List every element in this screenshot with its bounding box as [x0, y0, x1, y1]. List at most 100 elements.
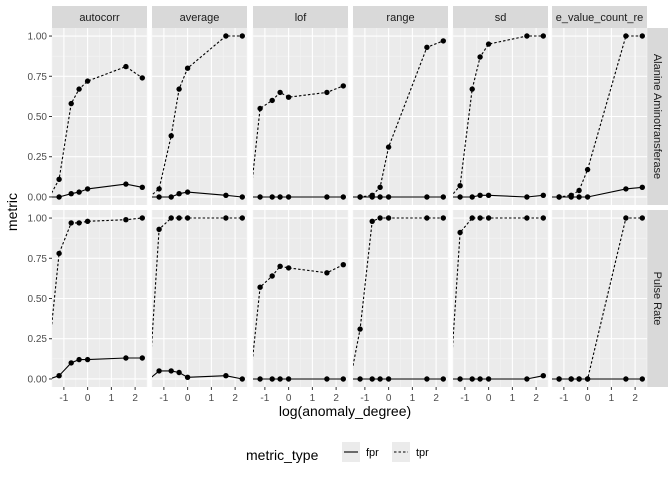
x-tick-label: -1: [59, 393, 68, 404]
data-point-tpr: [584, 166, 591, 173]
data-point-fpr: [377, 194, 383, 200]
data-point-tpr: [76, 220, 82, 226]
data-point-tpr: [568, 376, 574, 382]
data-point-tpr: [440, 38, 446, 44]
data-point-fpr: [340, 376, 346, 382]
data-point-tpr: [184, 215, 191, 221]
data-point-tpr: [469, 215, 475, 221]
data-point-tpr: [584, 376, 591, 382]
data-point-fpr: [139, 184, 145, 190]
data-point-tpr: [223, 33, 229, 39]
data-point-fpr: [385, 376, 392, 382]
data-point-tpr: [576, 187, 582, 194]
data-point-tpr: [56, 176, 62, 182]
x-tick-label: 1: [109, 393, 115, 404]
data-point-fpr: [84, 356, 91, 363]
data-point-fpr: [457, 194, 463, 200]
data-point-fpr: [469, 376, 475, 382]
data-point-fpr: [239, 376, 245, 382]
x-tick-label: 0: [185, 393, 191, 404]
data-point-tpr: [277, 263, 283, 269]
data-point-fpr: [639, 184, 645, 190]
data-point-tpr: [68, 100, 74, 107]
x-tick-label: 0: [486, 393, 492, 404]
data-point-tpr: [139, 75, 145, 81]
data-point-tpr: [176, 86, 182, 92]
legend-label-tpr: tpr: [416, 447, 429, 459]
data-point-tpr: [440, 215, 446, 221]
data-point-tpr: [576, 376, 582, 382]
panel-1-0: [51, 210, 148, 387]
y-tick-label: 1.00: [28, 214, 48, 225]
data-point-fpr: [168, 368, 174, 374]
data-point-tpr: [639, 33, 645, 39]
data-point-tpr: [139, 215, 145, 221]
x-tick-label: 0: [286, 393, 292, 404]
data-point-tpr: [56, 250, 62, 257]
data-point-fpr: [223, 373, 229, 379]
panel-1-1: [151, 210, 248, 387]
data-point-fpr: [285, 376, 292, 382]
data-point-fpr: [56, 194, 62, 200]
data-point-fpr: [239, 194, 245, 200]
data-point-fpr: [440, 376, 446, 382]
panel-1-2: [252, 210, 349, 387]
data-point-fpr: [357, 376, 363, 382]
data-point-fpr: [584, 194, 591, 200]
data-point-tpr: [424, 44, 430, 50]
data-point-fpr: [76, 356, 82, 363]
facet-strip-label: range: [386, 12, 414, 24]
data-point-fpr: [424, 376, 430, 382]
x-tick-label: 2: [232, 393, 238, 404]
data-point-fpr: [76, 189, 82, 195]
data-point-tpr: [524, 33, 530, 39]
y-tick-label: 0.75: [28, 254, 48, 265]
data-point-tpr: [168, 215, 174, 221]
row-strip-1: [646, 210, 668, 387]
y-tick-label: 0.25: [28, 152, 48, 163]
data-point-tpr: [457, 229, 463, 236]
panel-0-3: [352, 28, 449, 205]
data-point-fpr: [139, 355, 145, 361]
data-point-tpr: [156, 186, 162, 192]
data-point-fpr: [176, 369, 182, 376]
data-point-fpr: [340, 194, 346, 200]
facet-strip-4: [453, 6, 548, 28]
data-point-fpr: [285, 194, 292, 200]
x-tick-label: 2: [632, 393, 638, 404]
data-point-fpr: [440, 194, 446, 200]
facet-strip-2: [253, 6, 348, 28]
x-tick-label: -1: [159, 393, 168, 404]
data-point-fpr: [68, 191, 74, 197]
data-point-fpr: [184, 374, 191, 380]
panel-1-3: [352, 210, 449, 387]
data-point-tpr: [556, 376, 562, 382]
data-point-fpr: [168, 194, 174, 200]
y-tick-label: 0.50: [28, 112, 48, 123]
data-point-fpr: [269, 376, 275, 382]
facet-strip-3: [353, 6, 448, 28]
data-point-tpr: [639, 215, 645, 221]
panel-0-4: [452, 28, 549, 205]
y-tick-label: 0.00: [28, 374, 48, 385]
data-point-tpr: [377, 215, 383, 221]
data-point-tpr: [385, 215, 392, 221]
data-point-tpr: [377, 184, 383, 190]
data-point-tpr: [156, 226, 162, 232]
x-tick-label: 0: [585, 393, 591, 404]
data-point-fpr: [156, 194, 162, 200]
x-tick-label: 0: [386, 393, 392, 404]
data-point-tpr: [485, 41, 492, 47]
data-point-tpr: [524, 215, 530, 221]
x-tick-label: -1: [360, 393, 369, 404]
facet-strip-1: [152, 6, 247, 28]
data-point-tpr: [84, 78, 91, 84]
data-point-fpr: [477, 376, 483, 382]
data-point-tpr: [357, 326, 363, 332]
data-point-fpr: [469, 194, 475, 200]
legend: metric_type: [246, 442, 410, 463]
data-point-fpr: [184, 189, 191, 195]
data-point-tpr: [269, 273, 275, 279]
x-tick-label: 2: [533, 393, 539, 404]
